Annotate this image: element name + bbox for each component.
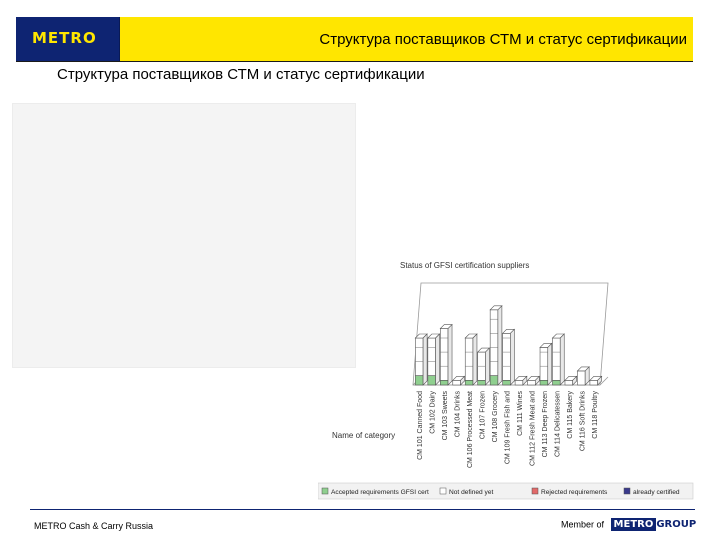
bar-10-side-face: [547, 342, 553, 386]
bar-8-series-1: [514, 380, 524, 386]
bars-group: [414, 305, 603, 386]
x-tick-label: CM 107 Frozen: [480, 391, 487, 439]
header-bar: METRO Структура поставщиков СТМ и статус…: [16, 17, 693, 62]
legend-label-1: Not defined yet: [449, 489, 494, 496]
member-of-label: Member of: [561, 519, 605, 530]
plot-floor-side: [599, 376, 609, 386]
bar-6-side-face: [497, 305, 503, 386]
x-tick-label: CM 103 Sweets: [442, 391, 449, 441]
x-tick-label: CM 106 Processed Meat: [467, 391, 474, 468]
bar-3-series-1: [452, 380, 461, 386]
bar-9-side-face: [534, 375, 540, 386]
legend-label-3: already certified: [633, 489, 680, 496]
bar-7-series-1: [502, 333, 511, 381]
bar-2-series-0: [440, 380, 449, 386]
bar-5-series-0: [477, 380, 486, 386]
bar-4-side-face: [472, 333, 478, 386]
legend-swatch-2: [531, 487, 539, 495]
image-placeholder-panel: [12, 103, 356, 368]
footer-member: Member of METRO GROUP: [561, 518, 697, 532]
bar-7-side-face: [510, 328, 515, 386]
bar-1-series-0: [427, 375, 436, 386]
bar-2-series-1: [440, 328, 449, 381]
bar-10-series-0: [539, 380, 549, 386]
metro-logo-text: METRO: [32, 29, 97, 47]
x-tick-label: CM 108 Grocery: [492, 391, 499, 443]
x-tick-label: CM 101 Canned Food: [417, 391, 424, 460]
bar-1-series-1: [427, 337, 436, 376]
bar-11-series-1: [552, 337, 561, 381]
bar-14-series-1: [589, 380, 598, 386]
legend-swatch-3: [623, 487, 631, 495]
x-tick-label: CM 113 Deep Frozen: [542, 391, 549, 458]
bar-4-series-1: [464, 337, 474, 381]
legend-swatch-1: [439, 487, 447, 495]
x-tick-label: CM 111 Wines: [517, 391, 524, 436]
x-tick-label: CM 118 Poultry: [592, 391, 599, 439]
x-tick-label: CM 102 Dairy: [430, 391, 437, 434]
bar-11-side-face: [559, 333, 565, 386]
bar-6-series-1: [489, 309, 499, 376]
x-tick-label: CM 116 Soft Drinks: [579, 391, 586, 452]
bar-5-side-face: [485, 347, 490, 386]
bar-8-side-face: [522, 375, 528, 386]
bar-14-side-face: [597, 375, 602, 386]
legend-box: [317, 482, 694, 500]
bar-13-side-face: [584, 366, 590, 386]
x-tick-label: CM 115 Bakery: [567, 391, 574, 439]
bar-1-side-face: [435, 333, 440, 386]
page-title: Структура поставщиков СТМ и статус серти…: [57, 66, 425, 83]
x-tick-label: CM 112 Fresh Meat and: [529, 391, 536, 466]
x-tick-labels: CM 101 Canned Food CM 102 Dairy CM 103 Swe…: [417, 391, 599, 469]
bar-4-series-0: [464, 380, 474, 386]
footer-divider: [30, 509, 695, 510]
chart-container: Status of GFSI certification suppliers C…: [317, 253, 698, 501]
gfsi-status-chart: Status of GFSI certification suppliers C…: [317, 261, 694, 500]
bar-9-series-1: [527, 380, 536, 386]
bar-3-side-face: [460, 375, 465, 386]
bar-13-series-1: [577, 370, 586, 386]
chart-title: Status of GFSI certification suppliers: [400, 261, 529, 270]
x-tick-label: CM 104 Drinks: [455, 391, 462, 438]
metro-logo: METRO: [16, 17, 119, 61]
bar-12-series-1: [564, 380, 573, 386]
bar-7-series-0: [502, 380, 511, 386]
footer-company: METRO Cash & Carry Russia: [34, 521, 154, 531]
bar-0-series-1: [415, 337, 424, 376]
bar-0-side-face: [422, 333, 428, 386]
bar-12-side-face: [572, 375, 577, 386]
x-tick-label: CM 109 Fresh Fish and: [505, 391, 512, 464]
x-tick-label: CM 114 Delicatessen: [554, 391, 561, 457]
x-axis-label: Name of category: [332, 431, 395, 440]
bar-11-series-0: [552, 380, 561, 386]
legend-label-2: Rejected requirements: [541, 489, 608, 496]
legend: Accepted requirements GFSI cert Not defin…: [317, 482, 694, 500]
header-title: Структура поставщиков СТМ и статус серти…: [319, 31, 687, 48]
bar-6-series-0: [489, 375, 499, 386]
legend-swatch-0: [321, 487, 329, 495]
bar-2-side-face: [447, 323, 453, 386]
metro-group-logo-metro: METRO: [610, 518, 657, 532]
legend-label-0: Accepted requirements GFSI cert: [331, 489, 429, 496]
metro-group-logo: METRO GROUP: [610, 518, 697, 532]
metro-group-logo-group: GROUP: [656, 519, 697, 531]
bar-0-series-0: [415, 375, 424, 386]
